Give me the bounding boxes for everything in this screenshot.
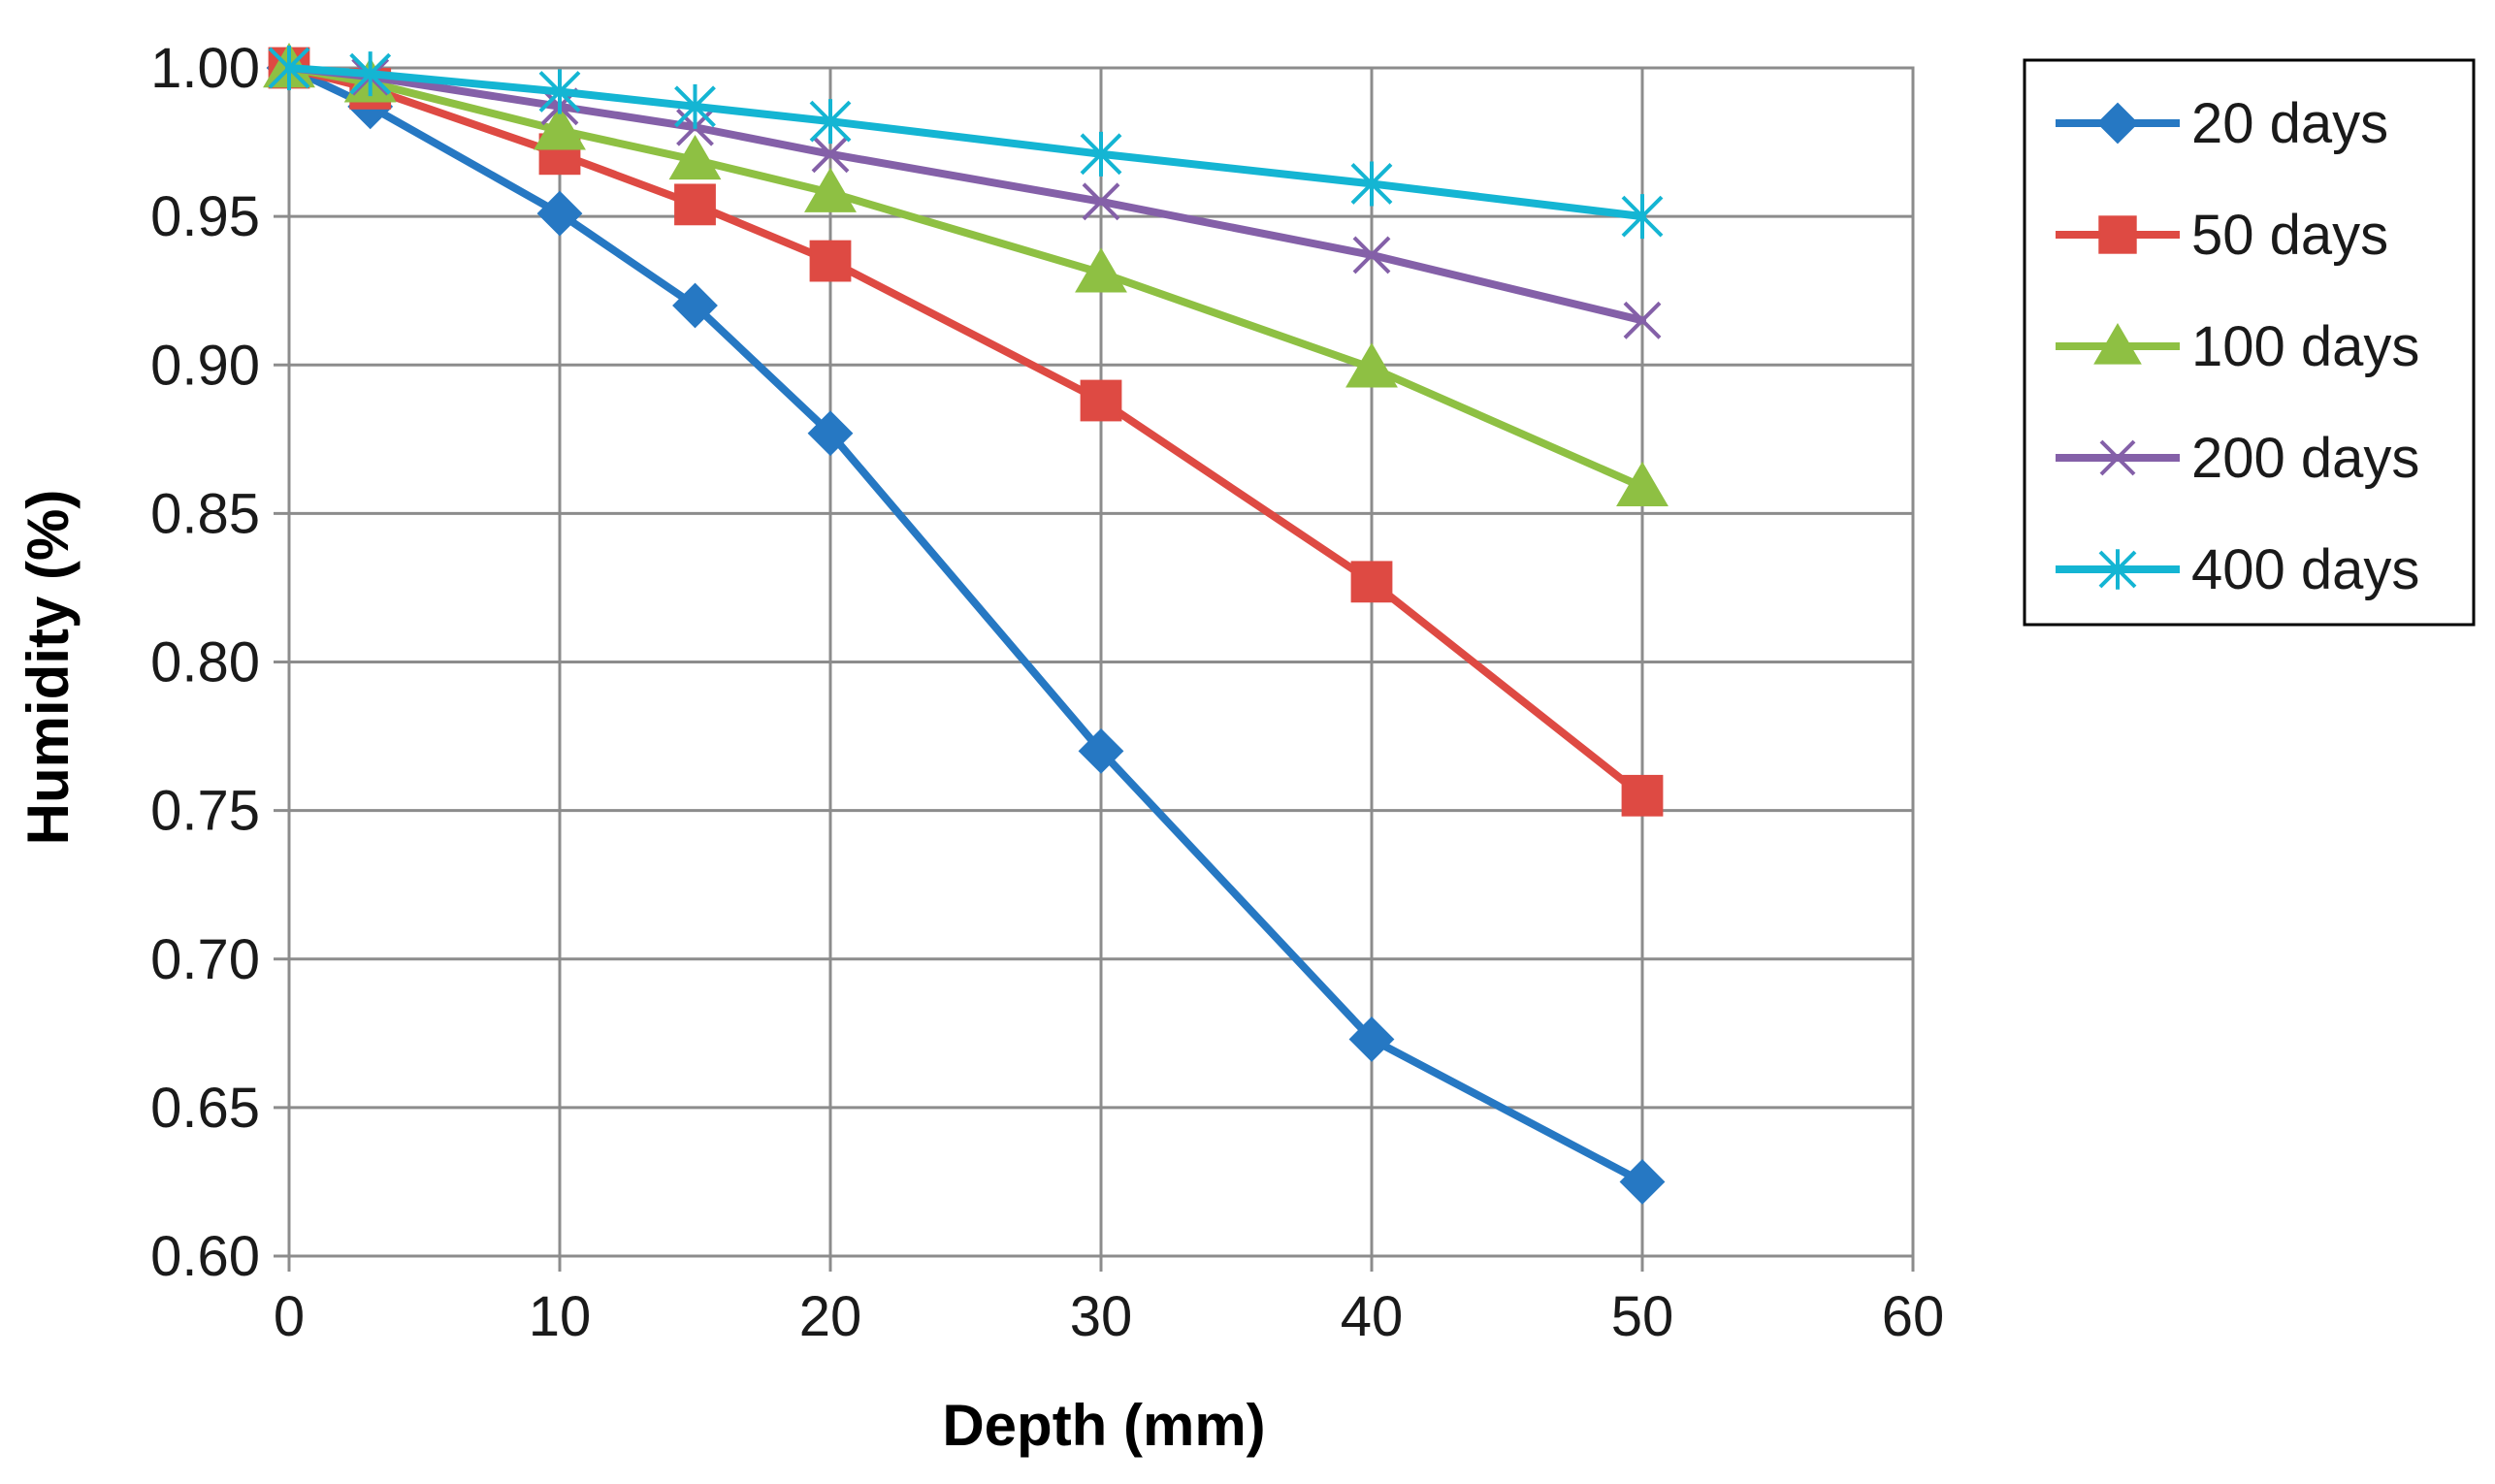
- x-tick-label: 60: [1882, 1285, 1945, 1348]
- y-tick-label: 0.65: [150, 1077, 260, 1140]
- y-tick-label: 0.60: [150, 1225, 260, 1288]
- data-point-400-days: [1621, 194, 1664, 240]
- data-point-50-days: [1621, 774, 1664, 817]
- data-point-50-days: [1080, 379, 1122, 422]
- data-point-400-days: [1350, 161, 1393, 207]
- series-line-200-days: [285, 64, 1646, 325]
- y-axis-ticks: 0.60 0.65 0.70 0.75 0.80 0.85 0.90 0.95 1.00: [150, 37, 289, 1288]
- y-tick-label: 0.70: [150, 928, 260, 991]
- legend-label: 400 days: [2191, 538, 2419, 601]
- y-tick-label: 1.00: [150, 37, 260, 100]
- data-point-200-days: [811, 135, 850, 174]
- series-20-days: [266, 45, 1666, 1205]
- data-point-100-days: [668, 134, 722, 180]
- data-point-20-days: [807, 410, 854, 457]
- data-point-20-days: [1348, 1016, 1395, 1062]
- x-tick-label: 40: [1341, 1285, 1404, 1348]
- data-point-200-days: [1352, 236, 1391, 274]
- series-line-20-days: [285, 64, 1646, 1186]
- series-400-days: [268, 46, 1664, 240]
- data-point-20-days: [1078, 727, 1124, 774]
- x-tick-label: 0: [274, 1285, 305, 1348]
- x-tick-label: 30: [1070, 1285, 1133, 1348]
- x-tick-label: 10: [529, 1285, 592, 1348]
- y-tick-label: 0.95: [150, 185, 260, 248]
- legend-marker: [2096, 102, 2139, 145]
- data-point-50-days: [674, 183, 716, 226]
- series-line-100-days: [285, 64, 1646, 491]
- series-line-400-days: [285, 64, 1646, 221]
- data-point-100-days: [804, 167, 857, 212]
- data-point-400-days: [268, 46, 310, 90]
- data-point-400-days: [1080, 131, 1122, 177]
- data-point-400-days: [538, 69, 581, 114]
- data-point-50-days: [1350, 561, 1393, 603]
- legend-label: 50 days: [2191, 204, 2388, 267]
- data-point-20-days: [672, 282, 718, 329]
- legend-marker: [2098, 549, 2137, 590]
- legend-label: 100 days: [2191, 315, 2419, 378]
- legend-item-100-days: 100 days: [2056, 315, 2419, 378]
- grid: [287, 66, 1915, 1258]
- data-point-50-days: [809, 240, 852, 282]
- y-tick-label: 0.90: [150, 334, 260, 397]
- y-tick-label: 0.80: [150, 631, 260, 694]
- series-100-days: [263, 43, 1669, 507]
- y-axis-title: Humidity (%): [16, 490, 81, 846]
- legend: 20 days 50 days 100 days 200 days 400 days: [2023, 58, 2476, 627]
- x-axis-ticks: 0 10 20 30 40 50 60: [274, 1256, 1944, 1348]
- legend-item-50-days: 50 days: [2056, 204, 2388, 267]
- series: [263, 43, 1669, 1205]
- series-line-50-days: [285, 64, 1646, 800]
- data-point-20-days: [536, 190, 583, 237]
- data-point-400-days: [674, 83, 716, 129]
- legend-item-20-days: 20 days: [2056, 92, 2388, 155]
- legend-marker: [2098, 215, 2137, 254]
- x-axis-title: Depth (mm): [942, 1393, 1265, 1458]
- data-point-100-days: [534, 105, 586, 150]
- x-tick-label: 20: [799, 1285, 862, 1348]
- y-tick-label: 0.85: [150, 482, 260, 545]
- data-point-100-days: [1075, 247, 1127, 293]
- data-point-400-days: [809, 99, 852, 145]
- x-tick-label: 50: [1611, 1285, 1674, 1348]
- legend-label: 20 days: [2191, 92, 2388, 155]
- legend-item-200-days: 200 days: [2056, 427, 2419, 490]
- legend-item-400-days: 400 days: [2056, 538, 2419, 601]
- y-tick-label: 0.75: [150, 780, 260, 843]
- data-point-200-days: [1082, 182, 1120, 221]
- data-point-20-days: [1619, 1159, 1666, 1205]
- data-point-100-days: [1616, 461, 1669, 507]
- legend-label: 200 days: [2191, 427, 2419, 490]
- legend-marker: [2099, 439, 2136, 476]
- data-point-100-days: [1345, 342, 1398, 388]
- data-point-200-days: [1623, 301, 1662, 339]
- legend-marker: [2093, 323, 2142, 365]
- data-point-400-days: [349, 51, 392, 97]
